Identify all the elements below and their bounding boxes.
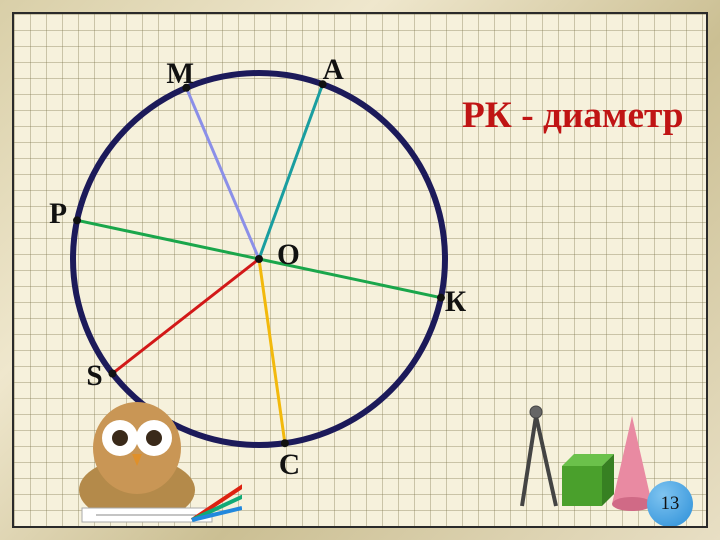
point-label-A: А	[323, 54, 344, 87]
point-label-K: К	[445, 286, 466, 319]
point-dot-C	[281, 439, 289, 447]
point-label-M: М	[166, 58, 194, 91]
cube-icon	[562, 454, 614, 506]
segment-center-C	[259, 259, 285, 443]
cone-icon	[612, 416, 652, 511]
point-label-O: О	[277, 239, 300, 272]
slide-inner: РК - диаметр МАРКSСО	[12, 12, 708, 528]
page-number-badge: 13	[647, 481, 693, 527]
segment-center-A	[259, 84, 323, 259]
owl-illustration	[42, 370, 242, 528]
segment-center-M	[186, 88, 259, 259]
compass-icon	[522, 406, 556, 506]
slide-frame: РК - диаметр МАРКSСО	[0, 0, 720, 540]
point-label-C: С	[279, 449, 300, 482]
point-dot-P	[73, 216, 81, 224]
point-dot-O	[255, 255, 263, 263]
title-text: РК - диаметр	[462, 94, 684, 137]
point-label-P: Р	[49, 198, 67, 231]
point-dot-K	[437, 294, 445, 302]
segment-center-S	[112, 259, 259, 374]
page-number-text: 13	[661, 493, 680, 515]
